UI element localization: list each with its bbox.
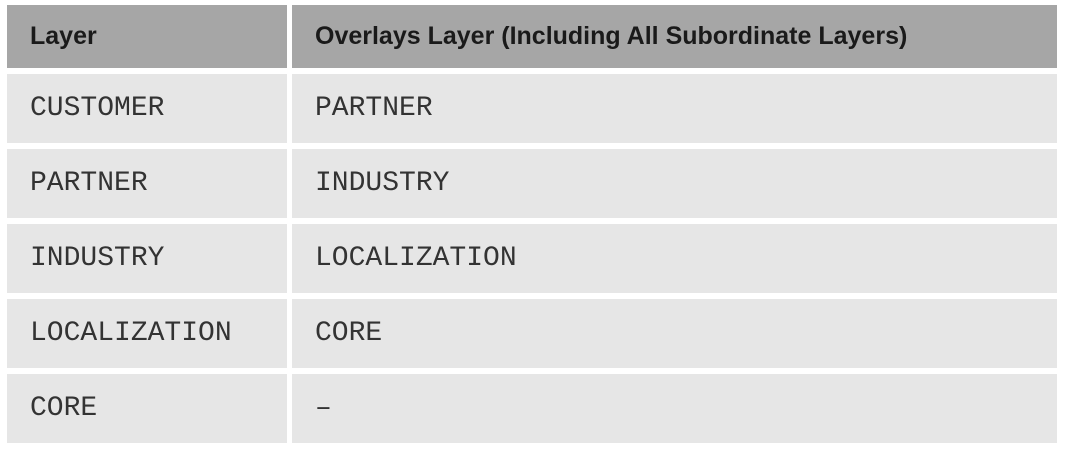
header-cell: Overlays Layer (Including All Subordinat…: [292, 5, 1057, 68]
table-cell: LOCALIZATION: [292, 224, 1057, 293]
table: Layer Overlays Layer (Including All Subor…: [7, 5, 1057, 443]
table-cell: –: [292, 374, 1057, 443]
table-cell: CORE: [292, 299, 1057, 368]
table-cell: CORE: [7, 374, 287, 443]
table-cell: PARTNER: [292, 74, 1057, 143]
table-cell: LOCALIZATION: [7, 299, 287, 368]
table-cell: INDUSTRY: [292, 149, 1057, 218]
table-cell: CUSTOMER: [7, 74, 287, 143]
header-cell: Layer: [7, 5, 287, 68]
table-cell: INDUSTRY: [7, 224, 287, 293]
table-cell: PARTNER: [7, 149, 287, 218]
